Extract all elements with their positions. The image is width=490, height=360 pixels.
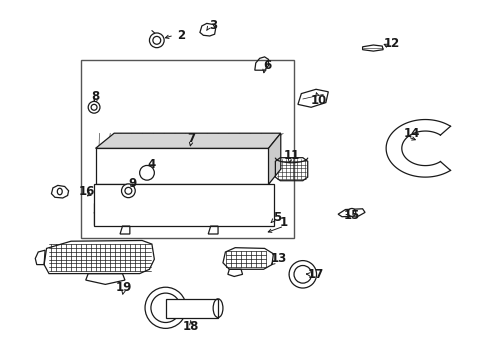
- Text: 7: 7: [187, 132, 195, 145]
- Text: 6: 6: [263, 59, 271, 72]
- Text: 11: 11: [283, 149, 300, 162]
- Circle shape: [289, 261, 317, 288]
- Text: 18: 18: [183, 320, 199, 333]
- Text: 17: 17: [308, 268, 324, 281]
- Circle shape: [348, 208, 356, 216]
- Bar: [166, 299, 218, 318]
- Bar: [96, 148, 269, 184]
- Circle shape: [149, 33, 164, 48]
- Circle shape: [88, 102, 100, 113]
- Text: 9: 9: [128, 177, 136, 190]
- Circle shape: [125, 187, 132, 194]
- Text: 15: 15: [343, 209, 360, 222]
- Circle shape: [122, 184, 135, 198]
- Bar: [94, 203, 267, 225]
- Text: 3: 3: [209, 19, 217, 32]
- Text: 13: 13: [271, 252, 288, 265]
- Text: 5: 5: [273, 211, 281, 224]
- Circle shape: [151, 293, 180, 323]
- Text: 10: 10: [310, 94, 327, 107]
- Circle shape: [294, 266, 312, 283]
- Circle shape: [153, 36, 161, 44]
- Text: 16: 16: [79, 185, 96, 198]
- Circle shape: [145, 287, 186, 328]
- Polygon shape: [94, 192, 267, 213]
- Text: 1: 1: [280, 216, 288, 229]
- Polygon shape: [269, 133, 281, 184]
- Bar: [81, 60, 294, 238]
- Text: 19: 19: [115, 281, 132, 294]
- Polygon shape: [96, 133, 281, 148]
- Text: 12: 12: [384, 37, 400, 50]
- Circle shape: [140, 166, 154, 180]
- Circle shape: [91, 104, 97, 110]
- Text: 8: 8: [92, 90, 99, 103]
- Bar: [94, 184, 274, 226]
- Text: 4: 4: [148, 158, 156, 171]
- Text: 2: 2: [177, 29, 185, 42]
- Text: 14: 14: [403, 127, 420, 140]
